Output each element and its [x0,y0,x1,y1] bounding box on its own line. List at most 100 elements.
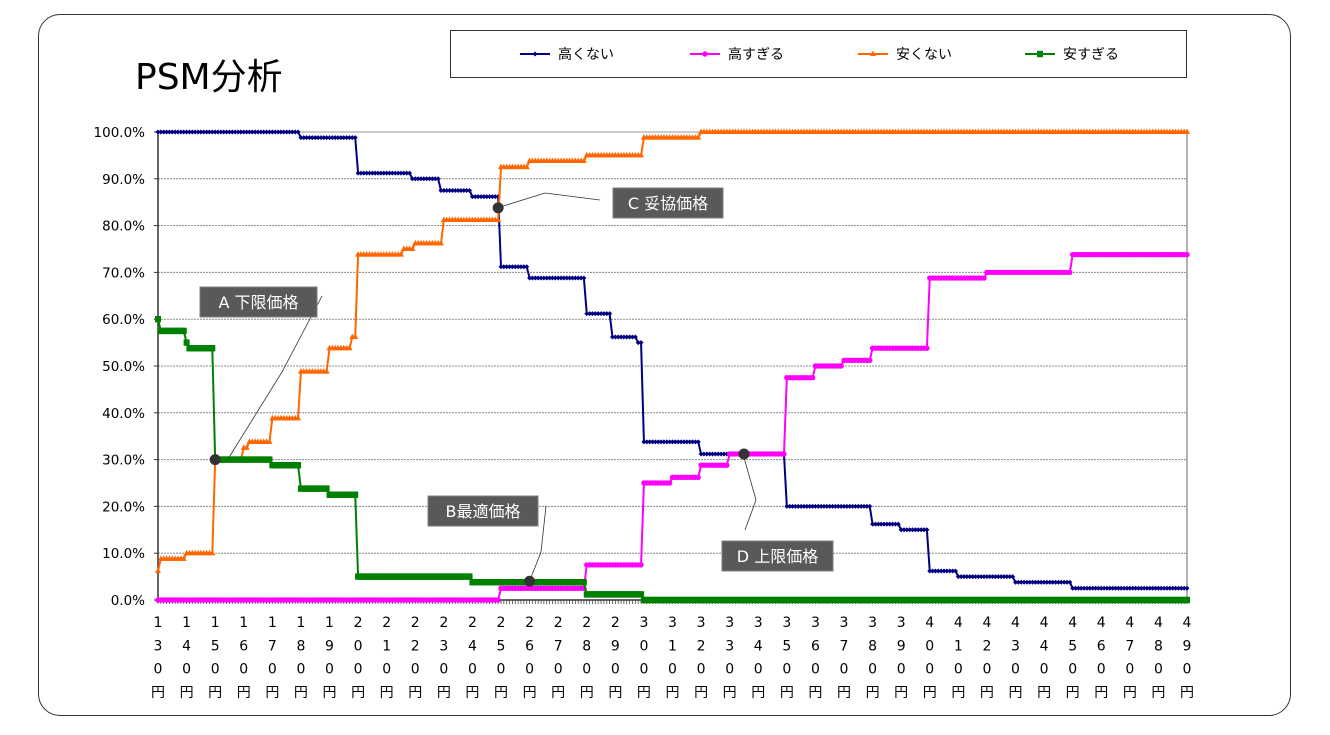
x-tick-label: 4 1 0 円 [951,615,965,701]
data-point [958,574,964,580]
data-point [818,503,824,509]
x-tick-char: 9 [325,638,334,654]
data-point [547,275,553,281]
data-point [469,194,475,200]
data-point [790,503,796,509]
y-tick-label: 0.0% [111,593,145,609]
data-point [352,135,358,141]
data-point [695,134,702,140]
x-tick-char: 3 [782,615,791,631]
data-point [850,503,856,509]
x-tick-char: 1 [211,615,220,631]
data-point [975,574,981,580]
x-tick-label: 4 7 0 円 [1123,615,1137,701]
data-point [409,176,415,182]
data-point [327,135,332,141]
data-point [389,170,395,176]
data-point [687,439,693,445]
data-point [872,521,878,527]
data-point [901,527,907,533]
data-point [487,194,493,200]
data-point [495,597,501,603]
x-tick-label: 1 8 0 円 [294,615,308,701]
data-point [1053,579,1059,585]
data-point [641,439,647,445]
x-tick-label: 3 3 0 円 [723,615,737,701]
x-tick-char: 2 [697,638,706,654]
data-point [1093,585,1099,591]
data-point [990,574,996,580]
data-point [481,194,487,200]
data-point [967,574,973,580]
data-point [1164,585,1170,591]
data-point [1038,579,1044,585]
x-tick-char: 5 [782,638,791,654]
x-tick-char: 1 [182,615,191,631]
data-point [878,521,884,527]
data-point [204,129,210,135]
data-point [529,275,535,281]
data-point [867,503,873,509]
x-tick-char: 円 [1009,685,1023,701]
data-point [335,135,341,141]
x-tick-char: 円 [923,685,937,701]
data-point [972,574,978,580]
data-point [364,170,370,176]
data-point [1161,585,1167,591]
x-tick-char: 2 [439,615,448,631]
data-point [1084,585,1090,591]
data-point [1064,579,1070,585]
data-point [504,264,510,270]
data-point [895,521,901,527]
data-point [1041,579,1047,585]
x-tick-char: 円 [551,685,565,701]
annotation-point [738,448,750,460]
data-point [286,129,292,135]
y-tick-label: 10.0% [102,546,145,562]
x-tick-char: 4 [1068,615,1077,631]
legend-entries: 高くない 高すぎる 安くない 安すぎる [520,46,1119,63]
data-point [580,157,587,164]
x-tick-char: 2 [982,638,991,654]
data-point [180,555,187,561]
data-point [318,135,324,141]
data-point [1173,585,1179,591]
data-point [1021,579,1027,585]
data-point [201,129,207,135]
x-tick-char: 3 [154,638,163,654]
data-point [161,129,167,135]
data-point [381,170,387,176]
series-0 [155,129,1190,591]
data-point [1030,579,1036,585]
data-point [1121,585,1127,591]
data-point [269,129,275,135]
x-tick-char: 円 [437,685,451,701]
data-point [295,129,301,135]
x-tick-label: 3 2 0 円 [694,615,708,701]
x-tick-char: 4 [1125,615,1134,631]
x-tick-char: 0 [354,638,363,654]
data-point [301,135,307,141]
data-point [970,574,976,580]
x-tick-char: 0 [154,662,163,678]
data-point [323,368,330,374]
data-point [1024,579,1030,585]
x-tick-label: 4 6 0 円 [1094,615,1108,701]
data-point [392,170,398,176]
x-tick-char: 4 [1097,615,1106,631]
data-point [795,503,801,509]
data-point [710,451,716,457]
data-point [947,568,953,574]
data-point [612,334,618,340]
data-point [261,129,267,135]
data-point [395,170,401,176]
data-point [464,188,470,193]
x-tick-char: 円 [951,685,965,701]
x-tick-char: 7 [840,638,849,654]
data-point [964,574,970,580]
data-point [375,170,381,176]
x-tick-char: 0 [439,662,448,678]
data-point [295,462,302,469]
data-point [589,311,595,317]
data-point [807,503,813,509]
